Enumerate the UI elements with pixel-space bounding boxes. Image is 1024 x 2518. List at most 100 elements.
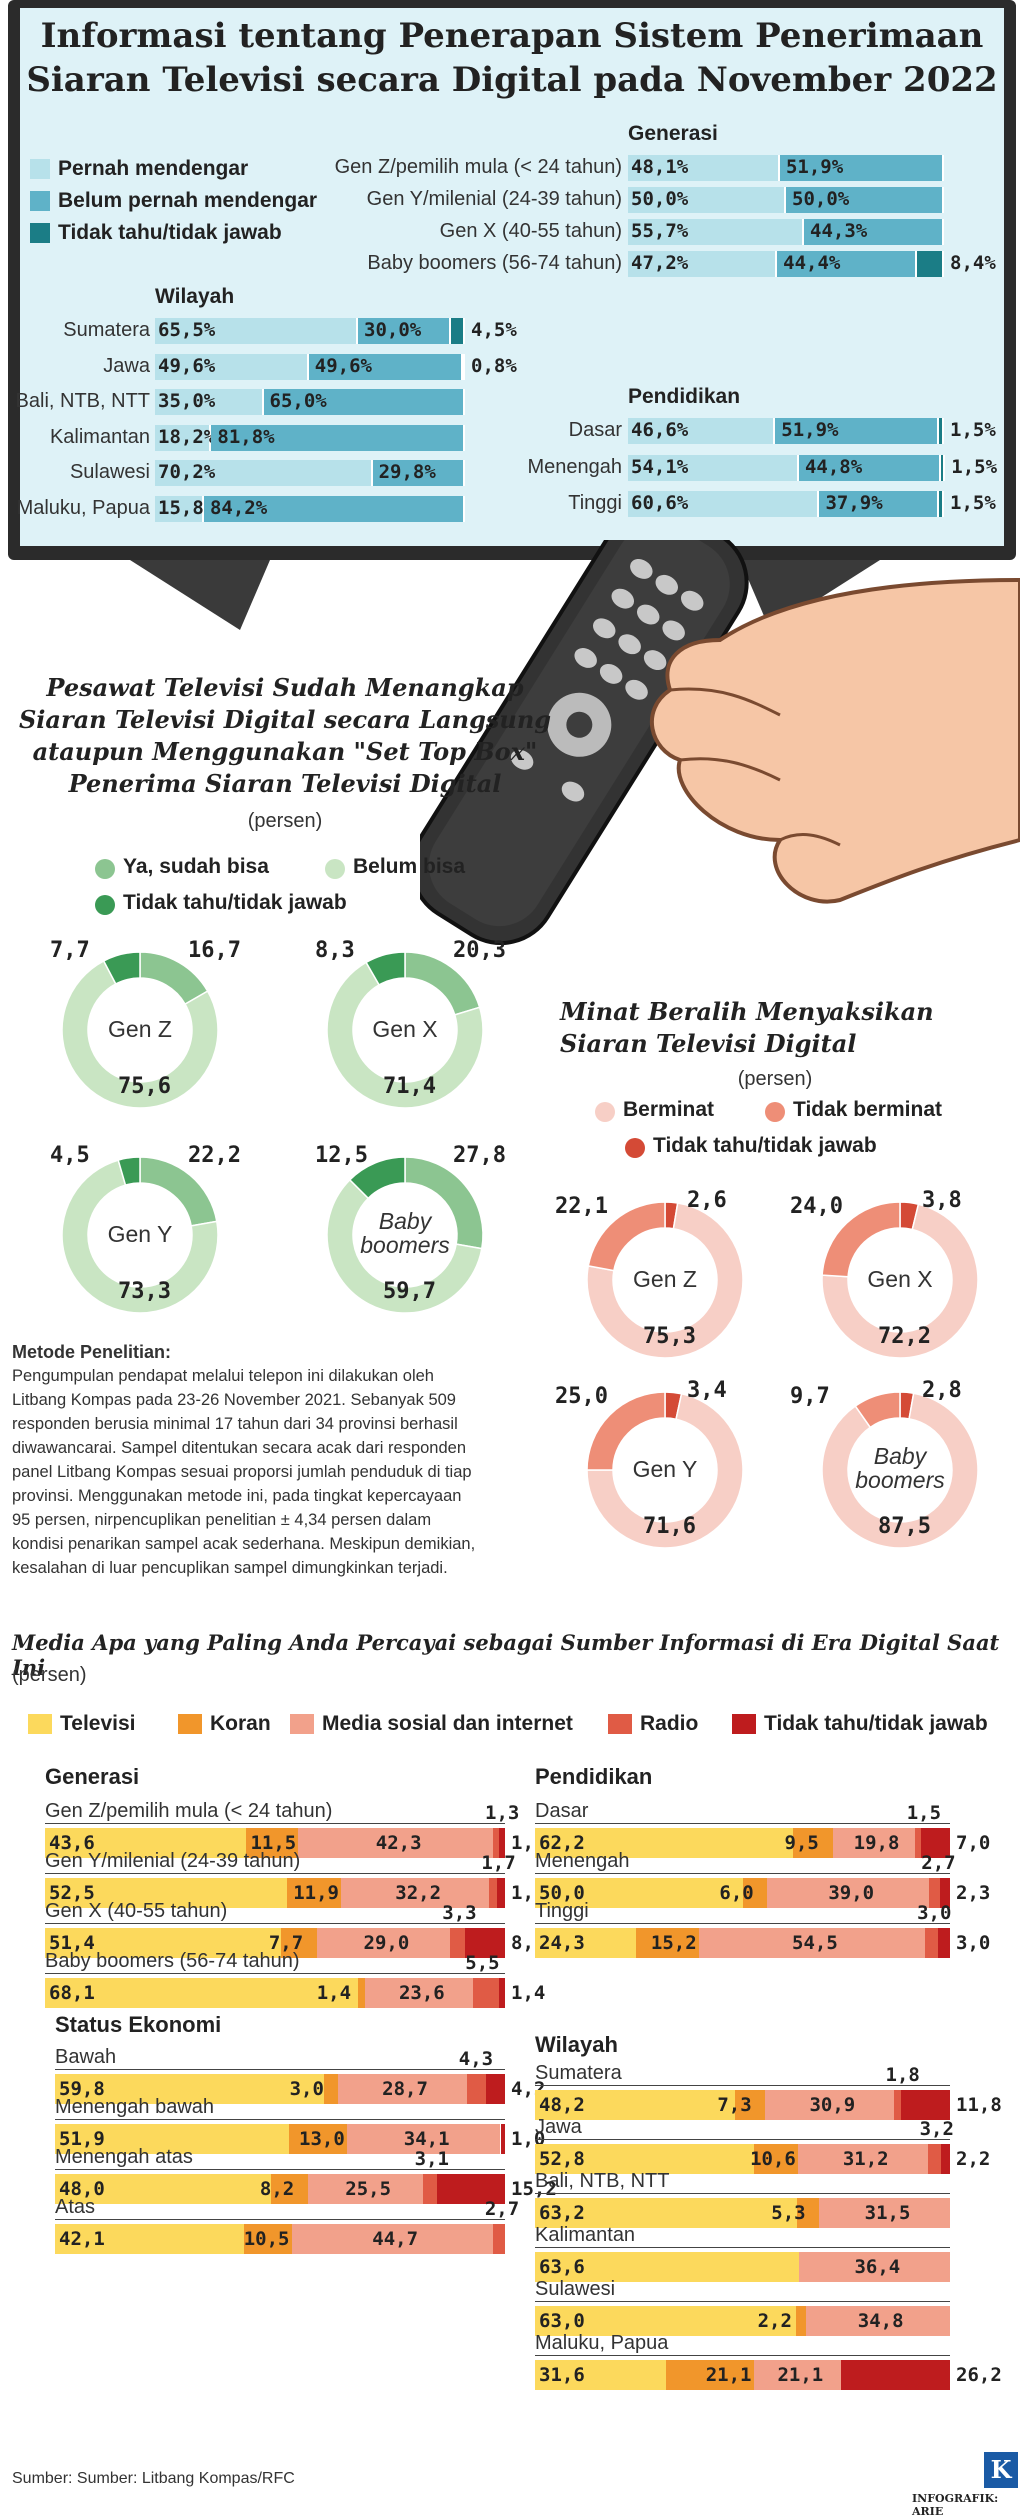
- tv-row-label: Menengah: [527, 455, 622, 478]
- media-bar-segment: [535, 2144, 755, 2174]
- media-group-title: Wilayah: [535, 2032, 618, 2057]
- donut-value: 71,6: [643, 1514, 696, 1539]
- media-bar-segment: [298, 1828, 494, 1858]
- media-bar-segment: [805, 2306, 950, 2336]
- media-bar-value: 42,3: [375, 1832, 422, 1854]
- media-bar-value: 9,5: [784, 1832, 819, 1854]
- donut-value: 9,7: [790, 1384, 830, 1409]
- tv-bar-segment: [940, 454, 946, 481]
- tv-bar-value: 44,4%: [783, 252, 841, 274]
- media-bar-value: 15,2: [650, 1932, 697, 1954]
- legend-social: Media sosial dan internet: [322, 1712, 573, 1735]
- legend-radio-swatch: [608, 1714, 632, 1734]
- media-bar-value: 2,2: [757, 2310, 792, 2332]
- donut-value: 2,8: [922, 1378, 962, 1403]
- media-bar-value: 48,0: [59, 2178, 105, 2200]
- tv-bar-segment: [775, 418, 940, 444]
- media-bar-segment: [55, 2124, 289, 2154]
- tv-bar-value: 48,1%: [631, 156, 689, 178]
- donut-slice: [348, 1156, 406, 1200]
- method-title: Metode Penelitian:: [12, 1342, 172, 1362]
- media-bar-value: 3,0: [956, 1932, 991, 1954]
- tv-bar-segment: [628, 418, 776, 444]
- media-bar-value: 10,6: [750, 2148, 796, 2170]
- tv-stand-left: [130, 560, 270, 630]
- tv-bar-segment: [628, 187, 786, 213]
- legend-tv-swatch: [28, 1714, 52, 1734]
- tv-bar-value: 49,6%: [158, 354, 216, 377]
- media-bar-segment: [492, 2224, 505, 2254]
- media-bar-value: 26,2: [956, 2364, 1002, 2386]
- legend-dont-know: Tidak tahu/tidak jawab: [58, 221, 282, 244]
- media-bar-value: 2,2: [956, 2148, 991, 2170]
- donut-slice: [586, 1392, 744, 1549]
- media-row-label: Bawah: [55, 2046, 505, 2070]
- media-bar-segment: [735, 2090, 766, 2120]
- method-line: responden berusia minimal 17 tahun dari …: [12, 1415, 458, 1433]
- donut2-title-line1: Minat Beralih Menyaksikan: [560, 997, 934, 1026]
- media-bar-segment: [796, 2306, 806, 2336]
- donut-center-label: Gen Z: [108, 1016, 172, 1042]
- method-line: provinsi. Menggunakan metode ini, pada t…: [12, 1487, 462, 1505]
- donut-value: 2,6: [687, 1188, 727, 1213]
- tv-bar-value: 15,8%: [158, 496, 216, 519]
- media-bar-segment: [666, 2360, 754, 2390]
- kompas-logo-icon: K: [984, 2452, 1018, 2488]
- media-bar-value: 36,4: [854, 2256, 901, 2278]
- media-bar-segment: [245, 1828, 299, 1858]
- tv-row-label: Gen X (40-55 tahun): [439, 220, 622, 242]
- media-bar-value: 29,0: [363, 1932, 410, 1954]
- media-legend: Televisi Koran Media sosial dan internet…: [28, 1710, 1018, 1740]
- media-bar-value: 2,7: [921, 1852, 956, 1874]
- tv-bar-value: 84,2%: [209, 496, 268, 519]
- media-bar-segment: [798, 2252, 950, 2282]
- donut-center-label: Baby boomers: [360, 1208, 450, 1258]
- footer-credit: INFOGRAFIK: ARIE: [912, 2492, 999, 2518]
- tv-bar-value: 60,6%: [631, 492, 689, 514]
- footer-source: Sumber: Sumber: Litbang Kompas/RFC: [12, 2470, 295, 2487]
- legend-swatch-dont-know: [30, 223, 50, 243]
- tv-bar-value: 46,6%: [631, 419, 689, 441]
- tv-row-label: Gen Z/pemilih mula (< 24 tahun): [334, 156, 622, 178]
- tv-bar-segment: [628, 219, 804, 245]
- donut-value: 72,2: [878, 1324, 931, 1349]
- donut-slice: [586, 1391, 666, 1471]
- tv-bar-value: 50,0%: [792, 188, 850, 210]
- legend-not-interested: Tidak berminat: [793, 1098, 942, 1121]
- media-bar-segment: [698, 1928, 926, 1958]
- donut-slice: [326, 961, 484, 1109]
- tv-bar-segment: [203, 495, 465, 522]
- media-bar-value: 5,5: [465, 1952, 500, 1974]
- media-bar-value: 25,5: [345, 2178, 392, 2200]
- media-bar-segment: [500, 2124, 505, 2154]
- method-block: Metode Penelitian: Pengumpulan pendapat …: [12, 1340, 552, 1580]
- media-bar-value: 42,1: [59, 2228, 105, 2250]
- media-bar-value: 6,0: [719, 1882, 754, 1904]
- media-group-title: Pendidikan: [535, 1764, 653, 1789]
- donut-value: 3,8: [922, 1188, 962, 1213]
- media-row-label: Gen Y/milenial (24-39 tahun): [45, 1850, 505, 1874]
- media-bar-value: 34,8: [857, 2310, 904, 2332]
- donut1-unit: (persen): [247, 810, 323, 832]
- donut-slice: [586, 1202, 744, 1359]
- legend-not-heard: Belum pernah mendengar: [58, 189, 318, 212]
- media-bar-value: 1,7: [481, 1852, 516, 1874]
- media-row-label: Sulawesi: [535, 2278, 950, 2302]
- media-bar-value: 63,6: [539, 2256, 585, 2278]
- method-line: Litbang Kompas pada 23-26 November 2021.…: [12, 1391, 456, 1409]
- tv-bar-value: 29,8%: [378, 461, 436, 483]
- media-bar-segment: [767, 1878, 930, 1908]
- tv-remote-hand-icon: [420, 540, 1020, 946]
- media-bar-value: 63,2: [539, 2202, 585, 2224]
- legend-dk2: Tidak tahu/tidak jawab: [653, 1134, 877, 1157]
- media-bar-segment: [535, 2306, 797, 2336]
- tv-bar-segment: [155, 495, 204, 522]
- donut1-title-line3: ataupun Menggunakan "Set Top Box": [32, 737, 538, 766]
- media-bar-segment: [841, 2360, 950, 2390]
- tv-bar-value: 1,5%: [950, 492, 996, 514]
- media-bar-segment: [535, 2252, 799, 2282]
- legend-no: Belum bisa: [353, 855, 466, 878]
- media-bar-value: 1,3: [485, 1802, 520, 1824]
- media-bar-value: 50,0: [539, 1882, 585, 1904]
- media-bar-value: 21,1: [705, 2364, 752, 2386]
